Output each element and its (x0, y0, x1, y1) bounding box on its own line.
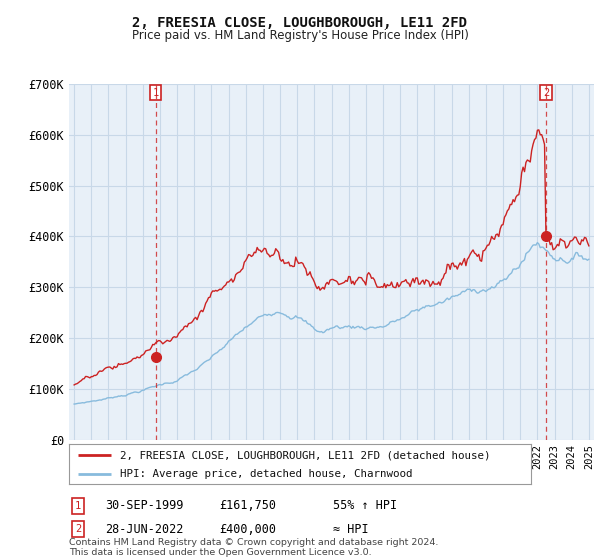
Text: 55% ↑ HPI: 55% ↑ HPI (333, 499, 397, 512)
Text: 1: 1 (75, 501, 81, 511)
Text: 1: 1 (152, 87, 159, 97)
Text: 30-SEP-1999: 30-SEP-1999 (105, 499, 184, 512)
Text: 28-JUN-2022: 28-JUN-2022 (105, 522, 184, 536)
Text: ≈ HPI: ≈ HPI (333, 522, 368, 536)
Text: Price paid vs. HM Land Registry's House Price Index (HPI): Price paid vs. HM Land Registry's House … (131, 29, 469, 42)
Text: 2, FREESIA CLOSE, LOUGHBOROUGH, LE11 2FD (detached house): 2, FREESIA CLOSE, LOUGHBOROUGH, LE11 2FD… (120, 450, 490, 460)
Text: Contains HM Land Registry data © Crown copyright and database right 2024.
This d: Contains HM Land Registry data © Crown c… (69, 538, 439, 557)
Text: £161,750: £161,750 (219, 499, 276, 512)
Text: 2: 2 (75, 524, 81, 534)
Text: HPI: Average price, detached house, Charnwood: HPI: Average price, detached house, Char… (120, 469, 412, 479)
Text: 2, FREESIA CLOSE, LOUGHBOROUGH, LE11 2FD: 2, FREESIA CLOSE, LOUGHBOROUGH, LE11 2FD (133, 16, 467, 30)
Text: 2: 2 (543, 87, 549, 97)
Text: £400,000: £400,000 (219, 522, 276, 536)
